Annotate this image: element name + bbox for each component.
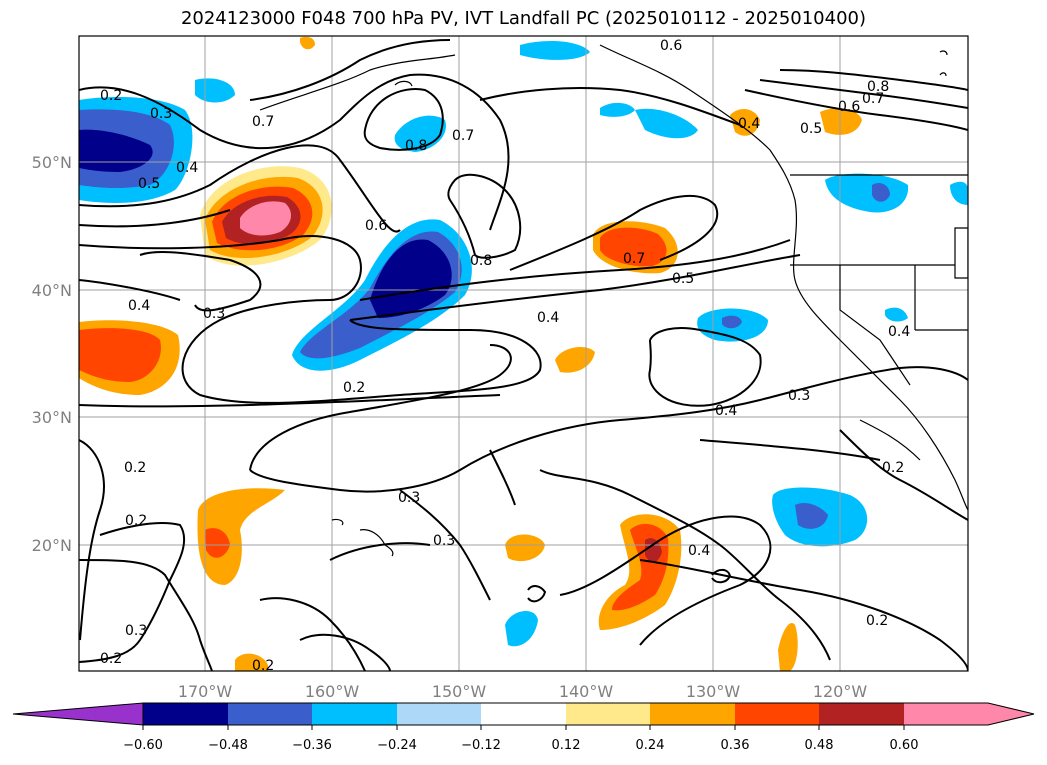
- contour-label: 0.3: [150, 106, 172, 122]
- contour-label: 0.6: [838, 99, 860, 115]
- contour-label: 0.3: [125, 623, 147, 639]
- colorbar: −0.60 −0.48 −0.36 −0.24 −0.12 0.12 0.24 …: [12, 702, 1035, 753]
- contour-label: 0.5: [138, 176, 160, 192]
- lat-tick-label: 40°N: [32, 281, 72, 300]
- contour-label: 0.2: [124, 460, 146, 476]
- coastlines: [259, 44, 968, 557]
- contour-label: 0.3: [788, 388, 810, 404]
- colorbar-tick-label: −0.48: [208, 738, 248, 753]
- contour-label: 0.8: [405, 138, 427, 154]
- colorbar-tick-label: 0.36: [721, 738, 750, 753]
- colorbar-swatch: [650, 703, 735, 725]
- lat-tick-label: 20°N: [32, 536, 72, 555]
- lat-tick-labels: 50°N 40°N 30°N 20°N: [32, 153, 72, 555]
- contour-label: 0.4: [888, 324, 910, 340]
- colorbar-swatch: [566, 703, 650, 725]
- colorbar-swatch: [312, 703, 397, 725]
- lon-tick-label: 140°W: [559, 682, 614, 701]
- contour-label: 0.2: [866, 613, 888, 629]
- contour-label: 0.4: [738, 116, 760, 132]
- filled-anomalies: [79, 36, 968, 671]
- contour-label: 0.4: [176, 160, 198, 176]
- colorbar-swatch: [481, 703, 566, 725]
- contour-label: 0.4: [128, 298, 150, 314]
- lon-tick-label: 130°W: [686, 682, 741, 701]
- contour-label: 0.2: [125, 513, 147, 529]
- contour-label: 0.7: [452, 128, 474, 144]
- contour-label: 0.6: [365, 218, 387, 234]
- lon-tick-label: 170°W: [178, 682, 233, 701]
- contour-label: 0.2: [343, 380, 365, 396]
- contour-label: 0.3: [433, 533, 455, 549]
- lat-tick-label: 30°N: [32, 408, 72, 427]
- lat-tick-label: 50°N: [32, 153, 72, 172]
- colorbar-tick-label: −0.24: [377, 738, 417, 753]
- contour-labels: 0.6 0.8 0.7 0.6 0.5 0.7 0.8 0.7 0.5 0.4 …: [100, 38, 910, 674]
- contour-label: 0.7: [252, 114, 274, 130]
- colorbar-max-extension: [904, 703, 1034, 725]
- contour-label: 0.7: [862, 91, 884, 107]
- lon-tick-label: 160°W: [305, 682, 360, 701]
- colorbar-min-extension: [12, 702, 144, 726]
- contour-label: 0.4: [688, 543, 710, 559]
- pv-contours: [79, 39, 968, 671]
- colorbar-tick-label: −0.36: [292, 738, 332, 753]
- contour-label: 0.6: [660, 38, 682, 54]
- lon-tick-label: 150°W: [432, 682, 487, 701]
- colorbar-swatch: [143, 703, 228, 725]
- contour-label: 0.5: [800, 121, 822, 137]
- colorbar-tick-label: −0.60: [123, 738, 163, 753]
- colorbar-swatch: [228, 703, 312, 725]
- contour-label: 0.4: [715, 403, 737, 419]
- lon-tick-labels: 170°W 160°W 150°W 140°W 130°W 120°W: [178, 682, 868, 701]
- contour-label: 0.8: [867, 79, 889, 95]
- gridlines: [79, 36, 968, 671]
- contour-label: 0.4: [537, 310, 559, 326]
- colorbar-swatch: [397, 703, 481, 725]
- contour-label: 0.5: [672, 271, 694, 287]
- plot-frame: [78, 35, 969, 672]
- contour-label: 0.3: [203, 306, 225, 322]
- colorbar-swatch: [819, 703, 904, 725]
- colorbar-tick-label: 0.60: [890, 738, 919, 753]
- colorbar-tick-label: 0.24: [636, 738, 665, 753]
- contour-label: 0.7: [623, 251, 645, 267]
- colorbar-tick-label: 0.12: [552, 738, 581, 753]
- contour-label: 0.2: [100, 88, 122, 104]
- contour-label: 0.3: [398, 490, 420, 506]
- colorbar-tick-label: −0.12: [461, 738, 501, 753]
- contour-label: 0.8: [470, 253, 492, 269]
- lon-tick-label: 120°W: [813, 682, 868, 701]
- contour-label: 0.2: [882, 460, 904, 476]
- colorbar-swatch: [735, 703, 819, 725]
- colorbar-tick-label: 0.48: [805, 738, 834, 753]
- map-title: 2024123000 F048 700 hPa PV, IVT Landfall…: [180, 8, 867, 29]
- contour-label: 0.2: [252, 658, 274, 674]
- contour-label: 0.2: [100, 651, 122, 667]
